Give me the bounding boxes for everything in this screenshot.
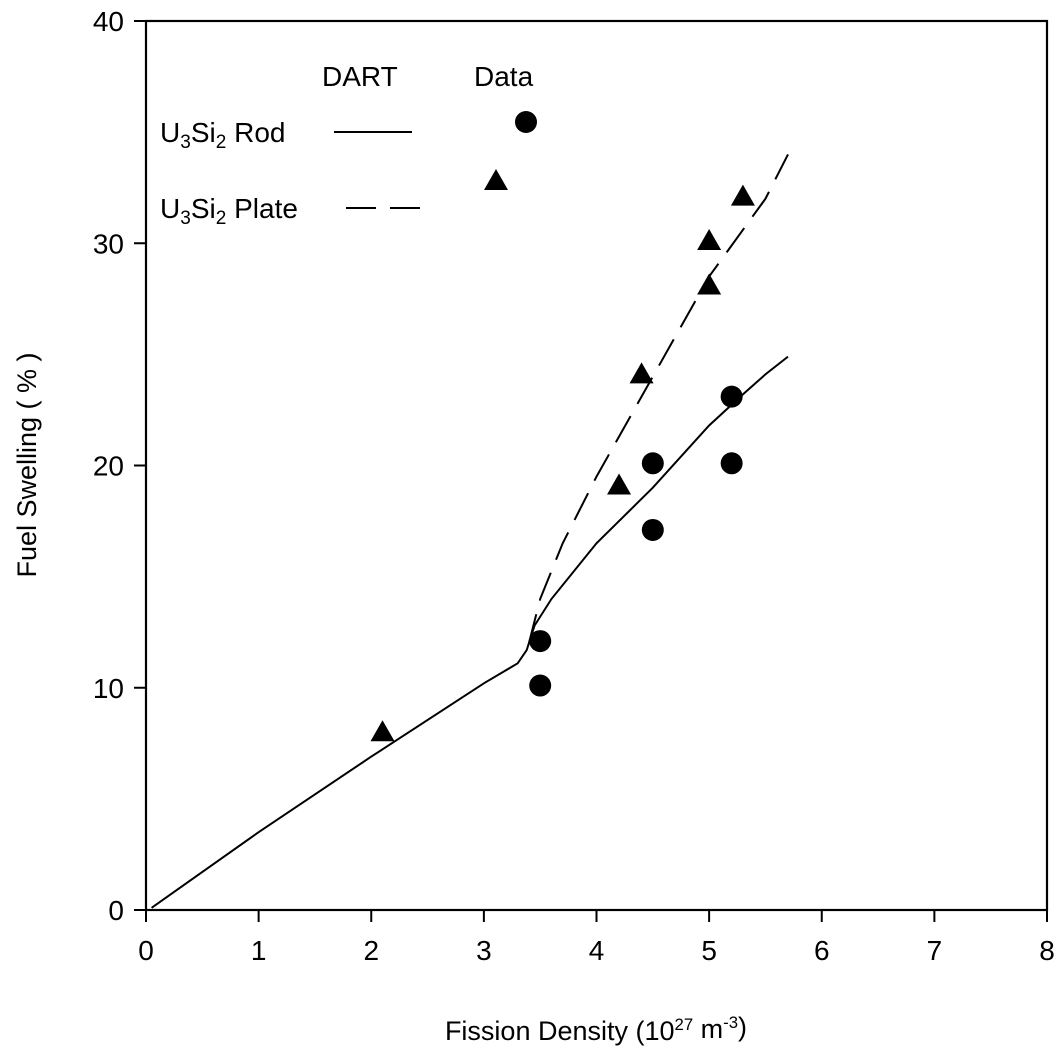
data-point-triangle	[607, 473, 632, 495]
axis-ticks	[134, 20, 1048, 922]
y-axis-label: Fuel Swelling ( % )	[12, 352, 42, 577]
x-tick-label: 5	[701, 935, 717, 966]
y-tick-label: 40	[93, 6, 124, 37]
data-point-circle	[720, 385, 743, 408]
model-curve-rod	[151, 355, 789, 909]
data-point-circle	[641, 518, 664, 541]
x-tick-label: 3	[476, 935, 492, 966]
legend: DART Data U3Si2 Rod U3Si2 Plate	[160, 61, 537, 229]
legend-header-data: Data	[474, 61, 534, 92]
data-point-triangle	[629, 362, 654, 384]
x-tick-label: 6	[814, 935, 830, 966]
model-curves	[151, 153, 789, 909]
data-point-triangle	[697, 229, 722, 251]
data-point-triangle	[697, 273, 722, 295]
y-tick-label: 20	[93, 451, 124, 482]
data-point-triangle	[730, 184, 755, 206]
legend-marker-triangle	[484, 169, 508, 190]
plot-frame	[144, 19, 1049, 912]
data-point-circle	[720, 452, 743, 475]
y-tick-label: 0	[108, 895, 124, 926]
axis-tick-labels: 0 1 2 3 4 5 6 7 8 0 10 20 30 40	[93, 6, 1055, 966]
data-point-circle	[529, 674, 552, 697]
x-axis-label: Fission Density (1027 m-3)	[445, 1012, 747, 1046]
legend-marker-circle	[515, 111, 537, 133]
x-tick-label: 8	[1039, 935, 1055, 966]
x-tick-label: 7	[927, 935, 943, 966]
model-curve-plate	[527, 153, 789, 644]
y-tick-label: 30	[93, 228, 124, 259]
data-point-circle	[529, 630, 552, 653]
x-tick-label: 2	[363, 935, 379, 966]
x-tick-label: 1	[251, 935, 267, 966]
legend-header-model: DART	[322, 61, 398, 92]
y-tick-label: 10	[93, 673, 124, 704]
legend-label-rod: U3Si2 Rod	[160, 117, 285, 153]
x-tick-label: 4	[589, 935, 605, 966]
data-point-circle	[641, 452, 664, 475]
data-markers	[370, 184, 755, 742]
data-point-triangle	[370, 720, 395, 742]
x-tick-label: 0	[138, 935, 154, 966]
legend-label-plate: U3Si2 Plate	[160, 193, 298, 229]
